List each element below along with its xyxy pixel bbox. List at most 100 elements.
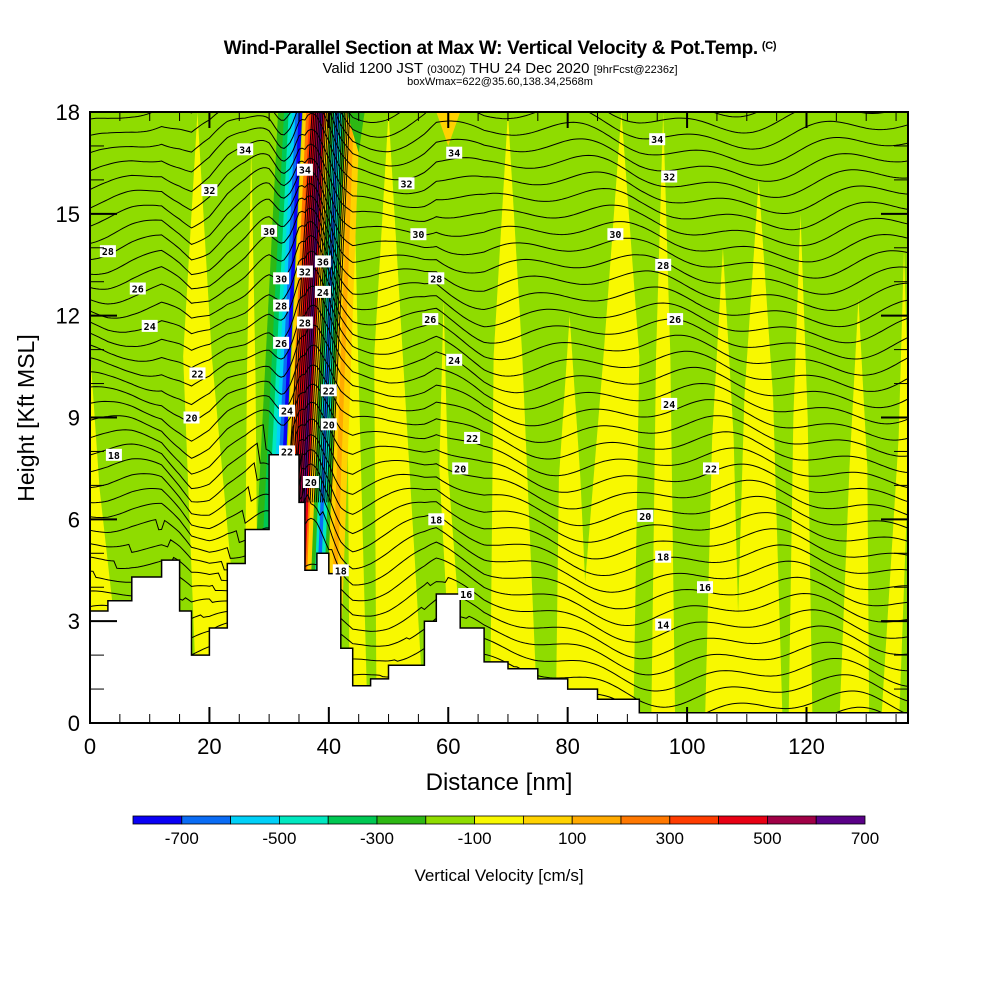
contour-label-bg [296, 316, 313, 329]
copyright-mark: (C) [761, 40, 777, 52]
velocity-field [90, 112, 908, 723]
colorbar [132, 815, 866, 825]
x-tick-label: 80 [555, 734, 579, 759]
contour-label-text: 22 [191, 369, 203, 380]
theta-contour-line [90, 364, 908, 473]
contour-label-bg [607, 228, 624, 241]
contour-label-text: 32 [299, 268, 311, 279]
contour-label-bg [320, 384, 337, 397]
plume-contour-line [297, 112, 322, 503]
terrain-mask [89, 454, 909, 724]
colorbar-swatch [523, 815, 573, 825]
plume-band [334, 112, 360, 656]
theta-contour-line [90, 463, 908, 560]
contour-label: 20 [637, 509, 654, 523]
colorbar-swatch [327, 815, 378, 825]
y-axis-label: Height [Kft MSL] [13, 334, 39, 501]
colorbar-tick-label: -700 [165, 829, 199, 848]
plume-band [257, 112, 291, 656]
y-tick-label: 15 [56, 202, 80, 227]
contour-label: 30 [273, 272, 290, 285]
theta-contour-line [90, 128, 908, 231]
colorbar-swatch [718, 815, 768, 825]
colorbar-label: Vertical Velocity [cm/s] [414, 866, 583, 885]
plume-contour-line [288, 112, 315, 503]
plume-contour-line [303, 112, 327, 503]
contour-label: 34 [237, 143, 254, 156]
contour-label-bg [237, 143, 254, 156]
contour-label-bg [279, 404, 295, 417]
contour-label-bg [296, 265, 313, 278]
x-tick-label: 20 [197, 734, 221, 759]
theta-contour-line [90, 112, 908, 214]
theta-contour-line [90, 556, 908, 627]
theta-contours [90, 112, 908, 723]
contour-label: 18 [332, 564, 349, 577]
contour-label-bg [273, 299, 290, 312]
theta-contour-line [90, 170, 908, 279]
terrain-profile [89, 454, 909, 724]
y-tick-label: 3 [68, 609, 80, 634]
contour-label: 30 [607, 228, 624, 241]
y-tick-label: 0 [68, 711, 80, 736]
plume-contour-line [322, 112, 344, 503]
contour-label: 32 [201, 184, 218, 197]
contour-label-text: 20 [185, 414, 197, 425]
theta-contour-line [90, 324, 908, 441]
contour-label: 28 [99, 245, 116, 258]
updraft-band [734, 179, 783, 723]
x-tick-label: 0 [84, 734, 96, 759]
contour-label-text: 20 [454, 464, 466, 475]
contour-label: 20 [302, 476, 319, 489]
theta-contour-line [90, 434, 908, 529]
colorbar-swatch [181, 815, 232, 825]
updraft-band [374, 112, 425, 723]
plume-contour-line [301, 112, 326, 503]
contour-label: 16 [458, 588, 475, 601]
contour-label-text: 34 [651, 135, 663, 146]
theta-contour-line [90, 344, 908, 457]
colorbar-swatch [425, 815, 475, 825]
contour-label: 22 [703, 462, 719, 475]
theta-contour-line [90, 401, 908, 503]
plume-contour-line [330, 112, 351, 503]
colorbar-tick-label: -300 [360, 829, 394, 848]
contour-label-bg [332, 564, 349, 577]
contour-label-bg [464, 431, 481, 444]
contour-label-text: 24 [144, 322, 156, 333]
y-tick-label: 6 [68, 507, 80, 532]
contour-label-bg [649, 133, 666, 146]
colorbar-swatch [571, 815, 622, 825]
contour-label-text: 28 [657, 261, 669, 272]
y-tick-label: 18 [56, 100, 80, 125]
contour-label-text: 24 [281, 407, 293, 418]
updraft-band [881, 247, 908, 723]
contour-label-bg [279, 445, 295, 458]
plume-contour-line [326, 112, 347, 503]
plume-contour-line [309, 112, 333, 503]
contour-label: 20 [183, 411, 200, 425]
contour-label-text: 22 [705, 464, 717, 475]
contour-label-text: 30 [609, 230, 621, 241]
plume-contour-line [307, 112, 331, 503]
contour-label-bg [398, 177, 415, 190]
theta-contour-line [340, 112, 908, 150]
contour-label: 26 [129, 282, 146, 296]
contour-label: 22 [189, 367, 206, 380]
plume-contour-line [305, 112, 329, 503]
theta-contour-line [90, 448, 908, 543]
contour-label-text: 24 [663, 400, 675, 411]
plume-contour-line [299, 112, 324, 503]
contour-label-text: 20 [305, 478, 317, 489]
chart-subtitle: Valid 1200 JST (0300Z) THU 24 Dec 2020 [… [0, 60, 1000, 77]
plume-contour-line [313, 112, 336, 503]
theta-contour-line [90, 235, 908, 360]
contour-label-text: 24 [448, 356, 460, 367]
contour-label-bg [314, 255, 331, 268]
contour-label: 20 [320, 418, 337, 431]
plume-contour-line [324, 112, 345, 503]
theta-contour-line [90, 493, 908, 593]
contour-label-text: 22 [281, 447, 293, 458]
theta-contour-line [90, 220, 908, 344]
contour-label: 24 [446, 353, 463, 367]
